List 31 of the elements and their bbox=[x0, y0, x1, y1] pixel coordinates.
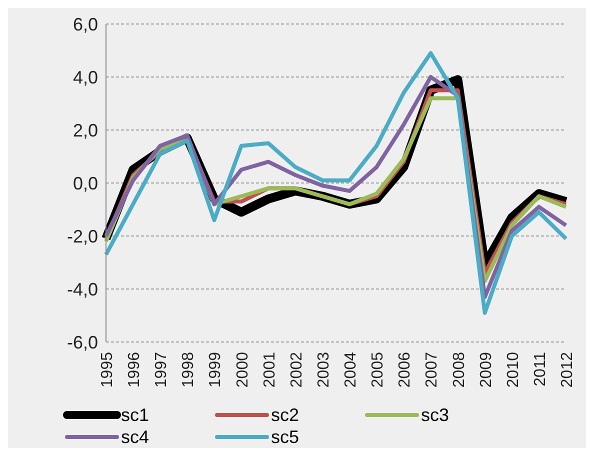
x-tick-label: 1999 bbox=[207, 352, 224, 388]
x-tick-label: 1998 bbox=[180, 352, 198, 388]
legend-label: sc1 bbox=[121, 404, 150, 426]
x-tick-label: 2002 bbox=[288, 352, 306, 388]
x-tick-label: 2011 bbox=[532, 352, 549, 386]
x-tick-label: 2007 bbox=[424, 352, 441, 388]
x-tick-label: 2000 bbox=[234, 352, 252, 388]
y-tick-label: -2,0 bbox=[66, 226, 98, 246]
x-tick-label: 2009 bbox=[478, 352, 495, 388]
x-tick-label: 2001 bbox=[261, 352, 278, 388]
x-tick-label: 2012 bbox=[559, 352, 576, 388]
line-series bbox=[104, 51, 568, 315]
x-tick-label: 2008 bbox=[450, 352, 468, 388]
x-tick-label: 2004 bbox=[342, 352, 360, 388]
x-tick-label: 2006 bbox=[396, 352, 414, 388]
y-tick-label: -4,0 bbox=[66, 279, 98, 300]
x-tick-label: 2005 bbox=[370, 352, 387, 388]
y-tick-label: 4,0 bbox=[72, 67, 98, 88]
y-tick-label: -6,0 bbox=[66, 332, 98, 352]
y-tick-label: 0,0 bbox=[72, 173, 98, 194]
legend-label: sc4 bbox=[121, 426, 150, 448]
x-tick-label: 1995 bbox=[99, 352, 116, 388]
legend-label: sc3 bbox=[421, 404, 450, 426]
x-tick-label: 1996 bbox=[126, 352, 144, 388]
y-tick-label: 6,0 bbox=[72, 14, 98, 34]
x-tick-label: 2003 bbox=[315, 352, 332, 388]
x-tick-label: 2010 bbox=[504, 352, 522, 388]
legend-label: sc2 bbox=[271, 404, 300, 426]
y-tick-label: 2,0 bbox=[72, 120, 98, 140]
legend-label: sc5 bbox=[271, 426, 300, 448]
x-tick-label: 1997 bbox=[153, 352, 170, 388]
